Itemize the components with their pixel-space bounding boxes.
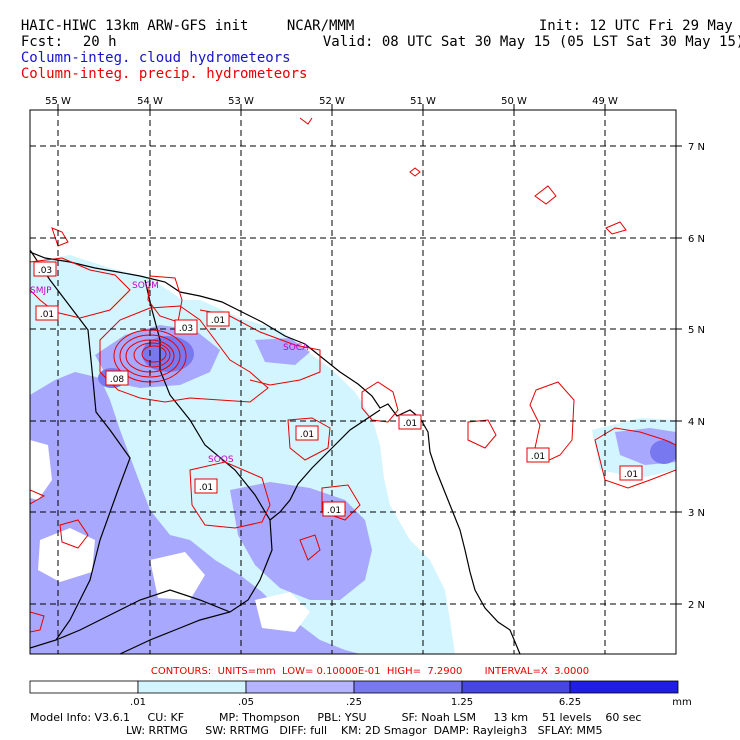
border-french-guiana-brazil xyxy=(269,409,381,521)
model-info-line2: LW: RRTMG SW: RRTMG DIFF: full KM: 2D Sm… xyxy=(126,724,603,737)
border-suriname-guyana xyxy=(30,249,131,649)
station-label: SOCM xyxy=(132,281,159,291)
contour-label-box: .03 xyxy=(174,319,198,335)
lat-label: 7 N xyxy=(688,142,705,153)
station-label: SOOS xyxy=(208,455,234,465)
coastline xyxy=(30,249,521,654)
contour-label-box: .01 xyxy=(206,311,230,327)
contour-label-box: .01 xyxy=(398,414,422,430)
fcst-label: Fcst: xyxy=(20,34,64,50)
lat-label: 3 N xyxy=(688,508,705,519)
lon-label: 51 W xyxy=(410,96,436,107)
fcst-value: 20 h xyxy=(82,34,117,50)
contours-info: CONTOURS: UNITS=mm LOW= 0.10000E-01 HIGH… xyxy=(150,666,590,677)
lat-label: 5 N xyxy=(688,325,705,336)
colorbar-tick: 6.25 xyxy=(559,697,581,708)
colorbar xyxy=(29,680,679,694)
precip-contours xyxy=(30,117,676,633)
svg-text:.01: .01 xyxy=(624,470,638,480)
field-cloud-title: Column-integ. cloud hydrometeors xyxy=(20,50,291,66)
tick-marks xyxy=(57,104,682,605)
contour-label-box: .01 xyxy=(35,305,59,321)
contour-label-box: .01 xyxy=(295,425,319,441)
border-south xyxy=(55,589,231,641)
lon-label: 53 W xyxy=(228,96,254,107)
svg-text:.01: .01 xyxy=(403,419,417,429)
svg-text:.01: .01 xyxy=(300,430,314,440)
plot-frame xyxy=(29,109,677,655)
svg-text:.03: .03 xyxy=(38,266,52,276)
lon-label: 49 W xyxy=(592,96,618,107)
border-suriname-french-guiana xyxy=(119,279,273,654)
lat-label: 6 N xyxy=(688,234,705,245)
coastline-path xyxy=(30,251,521,654)
svg-text:.01: .01 xyxy=(531,452,545,462)
svg-text:.01: .01 xyxy=(40,310,54,320)
lat-lon-grid xyxy=(30,110,676,654)
station-label: SMJP xyxy=(30,286,52,296)
lon-label: 54 W xyxy=(137,96,163,107)
contour-label-box: .01 xyxy=(526,447,550,463)
colorbar-units: mm xyxy=(672,697,691,708)
lat-label: 4 N xyxy=(688,417,705,428)
colorbar-tick: .25 xyxy=(346,697,362,708)
colorbar-tick: .05 xyxy=(238,697,254,708)
init-time: Init: 12 UTC Fri 29 May 15 xyxy=(538,18,740,34)
contour-label-box: .01 xyxy=(194,478,218,494)
model-info-line1: Model Info: V3.6.1 CU: KF MP: Thompson P… xyxy=(30,711,642,724)
field-precip-title: Column-integ. precip. hydrometeors xyxy=(20,66,308,82)
svg-text:.01: .01 xyxy=(327,506,341,516)
lon-label: 55 W xyxy=(45,96,71,107)
contour-label-box: .03 xyxy=(33,261,57,277)
valid-time: Valid: 08 UTC Sat 30 May 15 (05 LST Sat … xyxy=(322,34,740,50)
contour-label-box: .01 xyxy=(619,465,643,481)
lon-labels: 55 W 54 W 53 W 52 W 51 W 50 W 49 W xyxy=(45,96,618,107)
lon-label: 52 W xyxy=(319,96,345,107)
svg-text:.01: .01 xyxy=(199,483,213,493)
colorbar-tick: 1.25 xyxy=(451,697,473,708)
lat-labels: 7 N 6 N 5 N 4 N 3 N 2 N xyxy=(688,142,705,611)
model-name: HAIC-HIWC 13km ARW-GFS init xyxy=(20,18,249,34)
station-labels: SMJP SOCM SOCA SOOS xyxy=(30,281,309,465)
lat-label: 2 N xyxy=(688,600,705,611)
colorbar-ticks: .01 .05 .25 1.25 6.25 mm xyxy=(130,697,692,708)
contour-labels: .03 .01 .03 .01 .08 .01 .01 .01 xyxy=(33,261,643,517)
contour-label-box: .08 xyxy=(105,370,129,386)
svg-text:.01: .01 xyxy=(211,316,225,326)
svg-text:.03: .03 xyxy=(179,324,193,334)
contour-label-box: .01 xyxy=(322,501,346,517)
organization: NCAR/MMM xyxy=(286,18,355,34)
colorbar-tick: .01 xyxy=(130,697,146,708)
cloud-shading xyxy=(30,255,676,654)
lon-label: 50 W xyxy=(501,96,527,107)
station-label: SOCA xyxy=(283,343,309,353)
svg-text:.08: .08 xyxy=(110,375,125,385)
